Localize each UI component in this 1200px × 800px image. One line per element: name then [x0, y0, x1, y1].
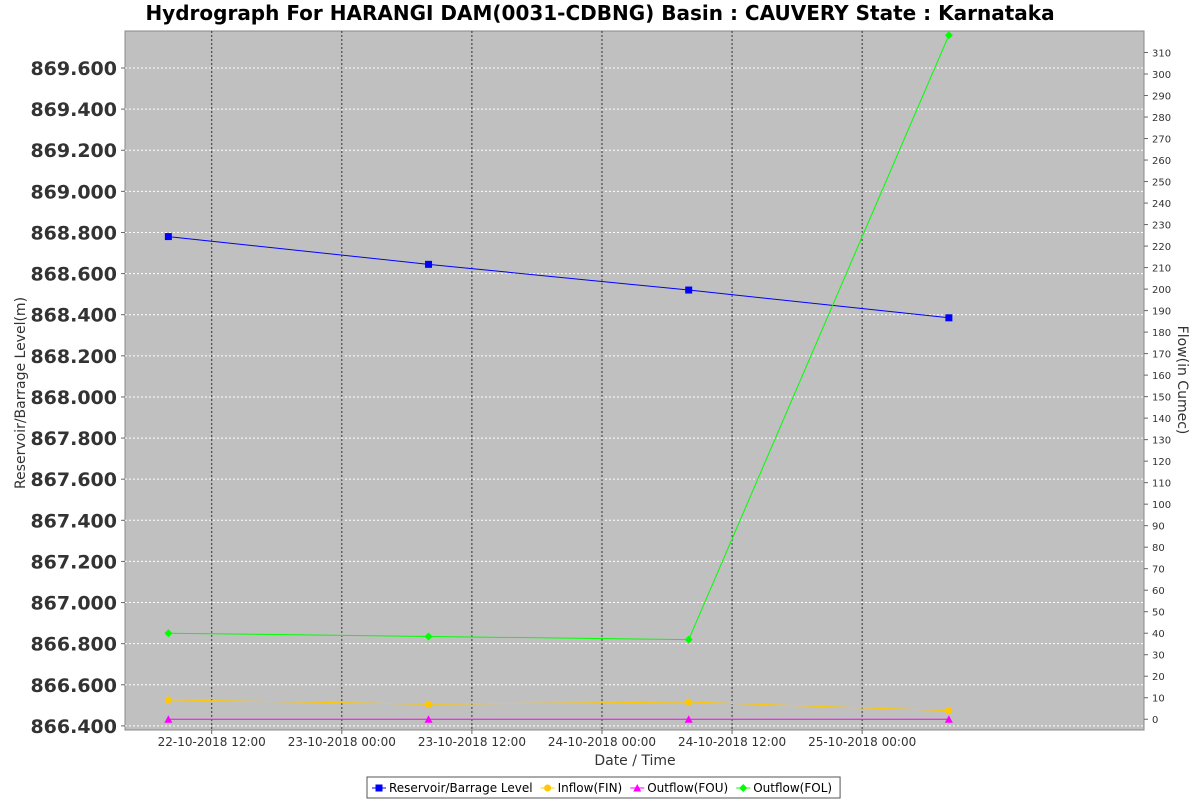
data-point-circle	[544, 784, 552, 792]
right-tick-label: 200	[1152, 285, 1171, 296]
data-point-circle	[425, 700, 433, 708]
chart-title: Hydrograph For HARANGI DAM(0031-CDBNG) B…	[145, 1, 1054, 25]
right-tick-label: 250	[1152, 178, 1171, 189]
x-axis: 22-10-2018 12:00 23-10-2018 00:00 23-10-20…	[158, 730, 916, 749]
right-tick-label: 110	[1152, 479, 1171, 490]
left-tick-label: 867.800	[30, 428, 117, 450]
right-tick-label: 270	[1152, 135, 1171, 146]
x-axis-label: Date / Time	[594, 753, 675, 769]
right-tick-label: 20	[1152, 672, 1165, 683]
data-point-circle	[945, 707, 953, 715]
legend-label: Outflow(FOU)	[647, 781, 728, 795]
right-tick-label: 60	[1152, 586, 1165, 597]
data-point-triangle	[424, 715, 433, 723]
left-tick-label: 866.400	[30, 716, 117, 738]
left-tick-label: 869.600	[30, 58, 117, 80]
legend-label: Inflow(FIN)	[558, 781, 623, 795]
series-line-outflow-fol	[168, 35, 950, 641]
right-tick-label: 140	[1152, 414, 1171, 425]
left-tick-label: 866.600	[30, 675, 117, 697]
legend-box	[366, 776, 841, 799]
right-tick-label: 260	[1152, 156, 1171, 167]
data-point-diamond	[739, 784, 748, 792]
data-point-square	[945, 314, 953, 322]
right-tick-label: 130	[1152, 436, 1171, 447]
data-point-square	[425, 260, 433, 268]
right-tick-label: 50	[1152, 608, 1165, 619]
left-tick-label: 868.000	[30, 387, 117, 409]
data-point-circle	[164, 696, 172, 704]
data-point-square	[375, 784, 383, 792]
data-point-diamond	[944, 31, 953, 40]
right-tick-label: 0	[1152, 715, 1158, 726]
right-tick-label: 210	[1152, 264, 1171, 275]
right-tick-label: 190	[1152, 307, 1171, 318]
right-tick-label: 30	[1152, 651, 1165, 662]
data-point-triangle	[944, 715, 953, 723]
data-point-diamond	[684, 635, 693, 644]
plot-area	[124, 30, 1145, 731]
data-point-diamond	[164, 629, 173, 638]
x-tick-label: 23-10-2018 00:00	[288, 735, 396, 749]
right-tick-label: 40	[1152, 629, 1165, 640]
left-tick-label: 869.400	[30, 99, 117, 121]
x-tick-label: 22-10-2018 12:00	[158, 735, 266, 749]
legend: Reservoir/Barrage Level Inflow(FIN) Outflo…	[366, 776, 841, 799]
y-axis-label-left: Reservoir/Barrage Level(m)	[13, 297, 29, 489]
x-tick-label: 24-10-2018 12:00	[678, 735, 786, 749]
right-tick-label: 10	[1152, 694, 1165, 705]
right-tick-label: 280	[1152, 113, 1171, 124]
right-tick-label: 160	[1152, 371, 1171, 382]
right-tick-label: 70	[1152, 565, 1165, 576]
data-point-triangle	[164, 715, 173, 723]
right-tick-label: 240	[1152, 199, 1171, 210]
x-tick-label: 24-10-2018 00:00	[548, 735, 656, 749]
left-tick-label: 869.200	[30, 140, 117, 162]
data-point-circle	[685, 698, 693, 706]
left-tick-label: 867.400	[30, 510, 117, 532]
left-tick-label: 868.400	[30, 305, 117, 327]
right-tick-label: 90	[1152, 522, 1165, 533]
legend-label: Reservoir/Barrage Level	[389, 781, 533, 795]
x-tick-label: 23-10-2018 12:00	[418, 735, 526, 749]
right-axis: 0 10 20 30 40 50 60 70 80 90 100 110 120 130 140 150 160…	[1144, 49, 1171, 726]
left-tick-label: 866.800	[30, 634, 117, 656]
right-tick-label: 230	[1152, 221, 1171, 232]
series-layer	[164, 31, 953, 723]
right-tick-label: 100	[1152, 500, 1171, 511]
grid-layer	[125, 31, 1144, 730]
data-point-square	[164, 233, 172, 241]
left-tick-label: 867.600	[30, 469, 117, 491]
y-axis-label-right: Flow(in Cumec)	[1174, 326, 1190, 435]
left-tick-label: 868.800	[30, 222, 117, 244]
right-tick-label: 150	[1152, 393, 1171, 404]
left-tick-label: 868.200	[30, 346, 117, 368]
data-point-triangle	[633, 784, 642, 792]
series-line-inflow-fin	[168, 699, 949, 712]
right-tick-label: 120	[1152, 457, 1171, 468]
right-tick-label: 80	[1152, 543, 1165, 554]
left-tick-label: 867.000	[30, 593, 117, 615]
left-tick-label: 868.600	[30, 264, 117, 286]
left-tick-label: 867.200	[30, 551, 117, 573]
left-axis: 866.400 866.600 866.800 867.000 867.200 867.4…	[30, 58, 125, 738]
right-tick-label: 290	[1152, 92, 1171, 103]
right-tick-label: 310	[1152, 49, 1171, 60]
right-tick-label: 300	[1152, 70, 1171, 81]
data-point-triangle	[684, 715, 693, 723]
right-tick-label: 180	[1152, 328, 1171, 339]
series-line-reservoir-barrage-level	[168, 236, 949, 319]
right-tick-label: 170	[1152, 350, 1171, 361]
x-tick-label: 25-10-2018 00:00	[808, 735, 916, 749]
left-tick-label: 869.000	[30, 181, 117, 203]
right-tick-label: 220	[1152, 242, 1171, 253]
data-point-diamond	[424, 632, 433, 641]
data-point-square	[685, 286, 693, 294]
legend-label: Outflow(FOL)	[753, 781, 832, 795]
